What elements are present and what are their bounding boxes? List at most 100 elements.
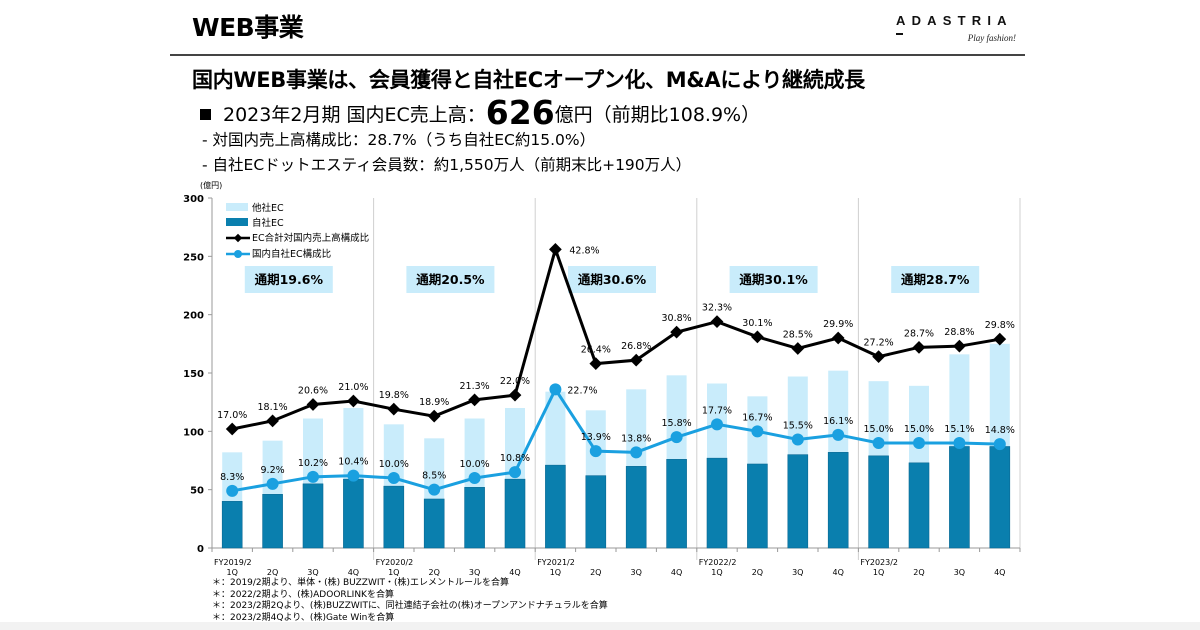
bar-own-ec [585,475,607,549]
bar-other-ec [989,343,1010,447]
legend-swatch-own-ec [226,218,248,226]
total-ratio-marker [549,242,562,256]
total-ratio-label: 18.1% [258,402,288,413]
summary-suffix: 億円（前期比108.9%） [554,104,761,126]
own-ratio-label: 17.7% [702,405,732,416]
summary-line-members: - 自社ECドットエスティ会員数：約1,550万人（前期末比+190万人） [202,156,692,174]
total-ratio-marker [953,339,966,353]
own-ratio-marker [630,446,643,459]
annual-ratio-label: 通期20.5% [416,272,485,287]
total-ratio-marker [306,398,320,411]
own-ratio-label: 10.0% [460,459,490,470]
bar-own-ec [868,455,889,549]
total-ratio-marker [751,330,764,344]
y-tick-label: 100 [183,427,204,438]
total-ratio-marker [872,350,885,364]
x-tick-label: 1Q [873,568,884,577]
bar-own-ec [949,446,970,549]
total-ratio-label: 42.8% [569,245,599,256]
total-ratio-marker [468,393,481,407]
total-ratio-marker [347,394,360,408]
summary-bullet: 2023年2月期 国内EC売上高：626億円（前期比108.9%） [200,93,760,132]
total-ratio-line [231,244,1001,431]
own-ratio-label: 15.1% [944,424,974,435]
company-logo: ADASTRIA Play fashion! [896,13,1020,43]
annual-ratio-box [729,266,818,293]
bar-own-ec [747,463,768,549]
total-ratio-label: 26.8% [621,341,651,352]
own-ratio-label: 9.2% [261,465,285,476]
x-tick-label: 3Q [954,568,965,577]
own-ratio-marker [711,418,723,431]
bar-other-ec [464,418,485,488]
annual-ratio-box [244,266,333,293]
footnote: ＊：2023/2期4Qより、(株)Gate Winを合算 [212,612,395,623]
bar-other-ec [585,410,606,476]
total-ratio-marker [710,315,724,329]
own-ratio-label: 10.0% [379,459,409,470]
bar-own-ec [706,457,728,549]
bar-other-ec [626,389,647,467]
bar-own-ec [787,454,809,549]
own-ratio-marker [428,483,441,496]
own-ratio-marker [387,472,400,484]
bar-other-ec [787,376,808,455]
total-ratio-label: 17.0% [217,410,247,421]
own-ratio-marker [549,383,562,396]
own-ratio-label: 10.8% [500,453,530,464]
bar-own-ec [625,466,647,549]
bar-other-ec [383,424,404,487]
y-tick-label: 200 [183,311,204,322]
x-tick-label: 4Q [509,568,520,577]
total-ratio-label: 32.3% [702,303,732,314]
own-ratio-label: 14.8% [985,425,1015,436]
bar-own-ec [383,485,405,549]
x-tick-label: 3Q [792,568,803,577]
x-tick-label: 1Q [388,568,399,577]
x-tick-label: 2Q [590,568,601,577]
total-ratio-marker [427,409,441,423]
x-tick-label: 3Q [307,568,318,577]
annual-ratio-box [568,266,656,293]
total-ratio-marker [791,342,805,355]
own-ratio-marker [791,433,804,446]
own-ratio-marker [832,428,845,441]
own-ratio-marker [226,484,239,497]
own-ratio-label: 8.5% [422,471,446,482]
logo-underline [896,33,903,35]
total-ratio-label: 20.6% [298,386,328,397]
footnotes: ＊：2019/2期より、単体・(株) BUZZWIT・(株)エレメントルールを合… [212,578,608,624]
bar-own-ec [262,494,283,549]
footnote: ＊：2022/2期より、(株)ADOORLINKを合算 [212,589,394,600]
footnote: ＊：2019/2期より、単体・(株) BUZZWIT・(株)エレメントルールを合… [212,578,510,588]
bar-other-ec [545,391,566,466]
bar-other-ec [868,381,889,456]
total-ratio-label: 21.0% [338,382,368,393]
own-ratio-label: 10.4% [338,457,368,468]
x-tick-label: 2Q [752,568,763,577]
bar-own-ec [827,452,849,549]
y-tick-label: 0 [197,544,204,555]
summary-line-ratio: - 対国内売上高構成比：28.7%（うち自社EC約15.0%） [202,131,596,149]
bar-own-ec [464,487,485,549]
bar-other-ec [303,418,323,484]
total-ratio-label: 28.7% [904,328,934,339]
bar-own-ec [504,478,526,549]
total-ratio-marker [387,402,401,416]
total-ratio-marker [912,340,926,354]
own-ratio-marker [872,437,885,449]
legend-label-total-ratio: EC合計対国内売上高構成比 [252,232,369,244]
total-ratio-label: 18.9% [419,397,449,408]
x-tick-label: 2Q [913,568,924,577]
total-ratio-label: 30.8% [662,313,692,324]
footnote: ＊：2023/2期2Qより、(株)BUZZWITに、同社連結子会社の(株)オープ… [212,601,608,611]
own-ratio-marker [751,425,764,438]
legend-label-other-ec: 他社EC [252,202,284,214]
total-ratio-marker [993,332,1007,346]
own-ratio-label: 15.0% [864,424,894,435]
total-ratio-label: 19.8% [379,390,409,401]
bar-own-ec [989,446,1011,549]
own-ratio-label: 13.9% [581,432,611,443]
fiscal-year-label: FY2022/2 [699,558,737,567]
annual-ratio-label: 通期28.7% [901,272,970,287]
